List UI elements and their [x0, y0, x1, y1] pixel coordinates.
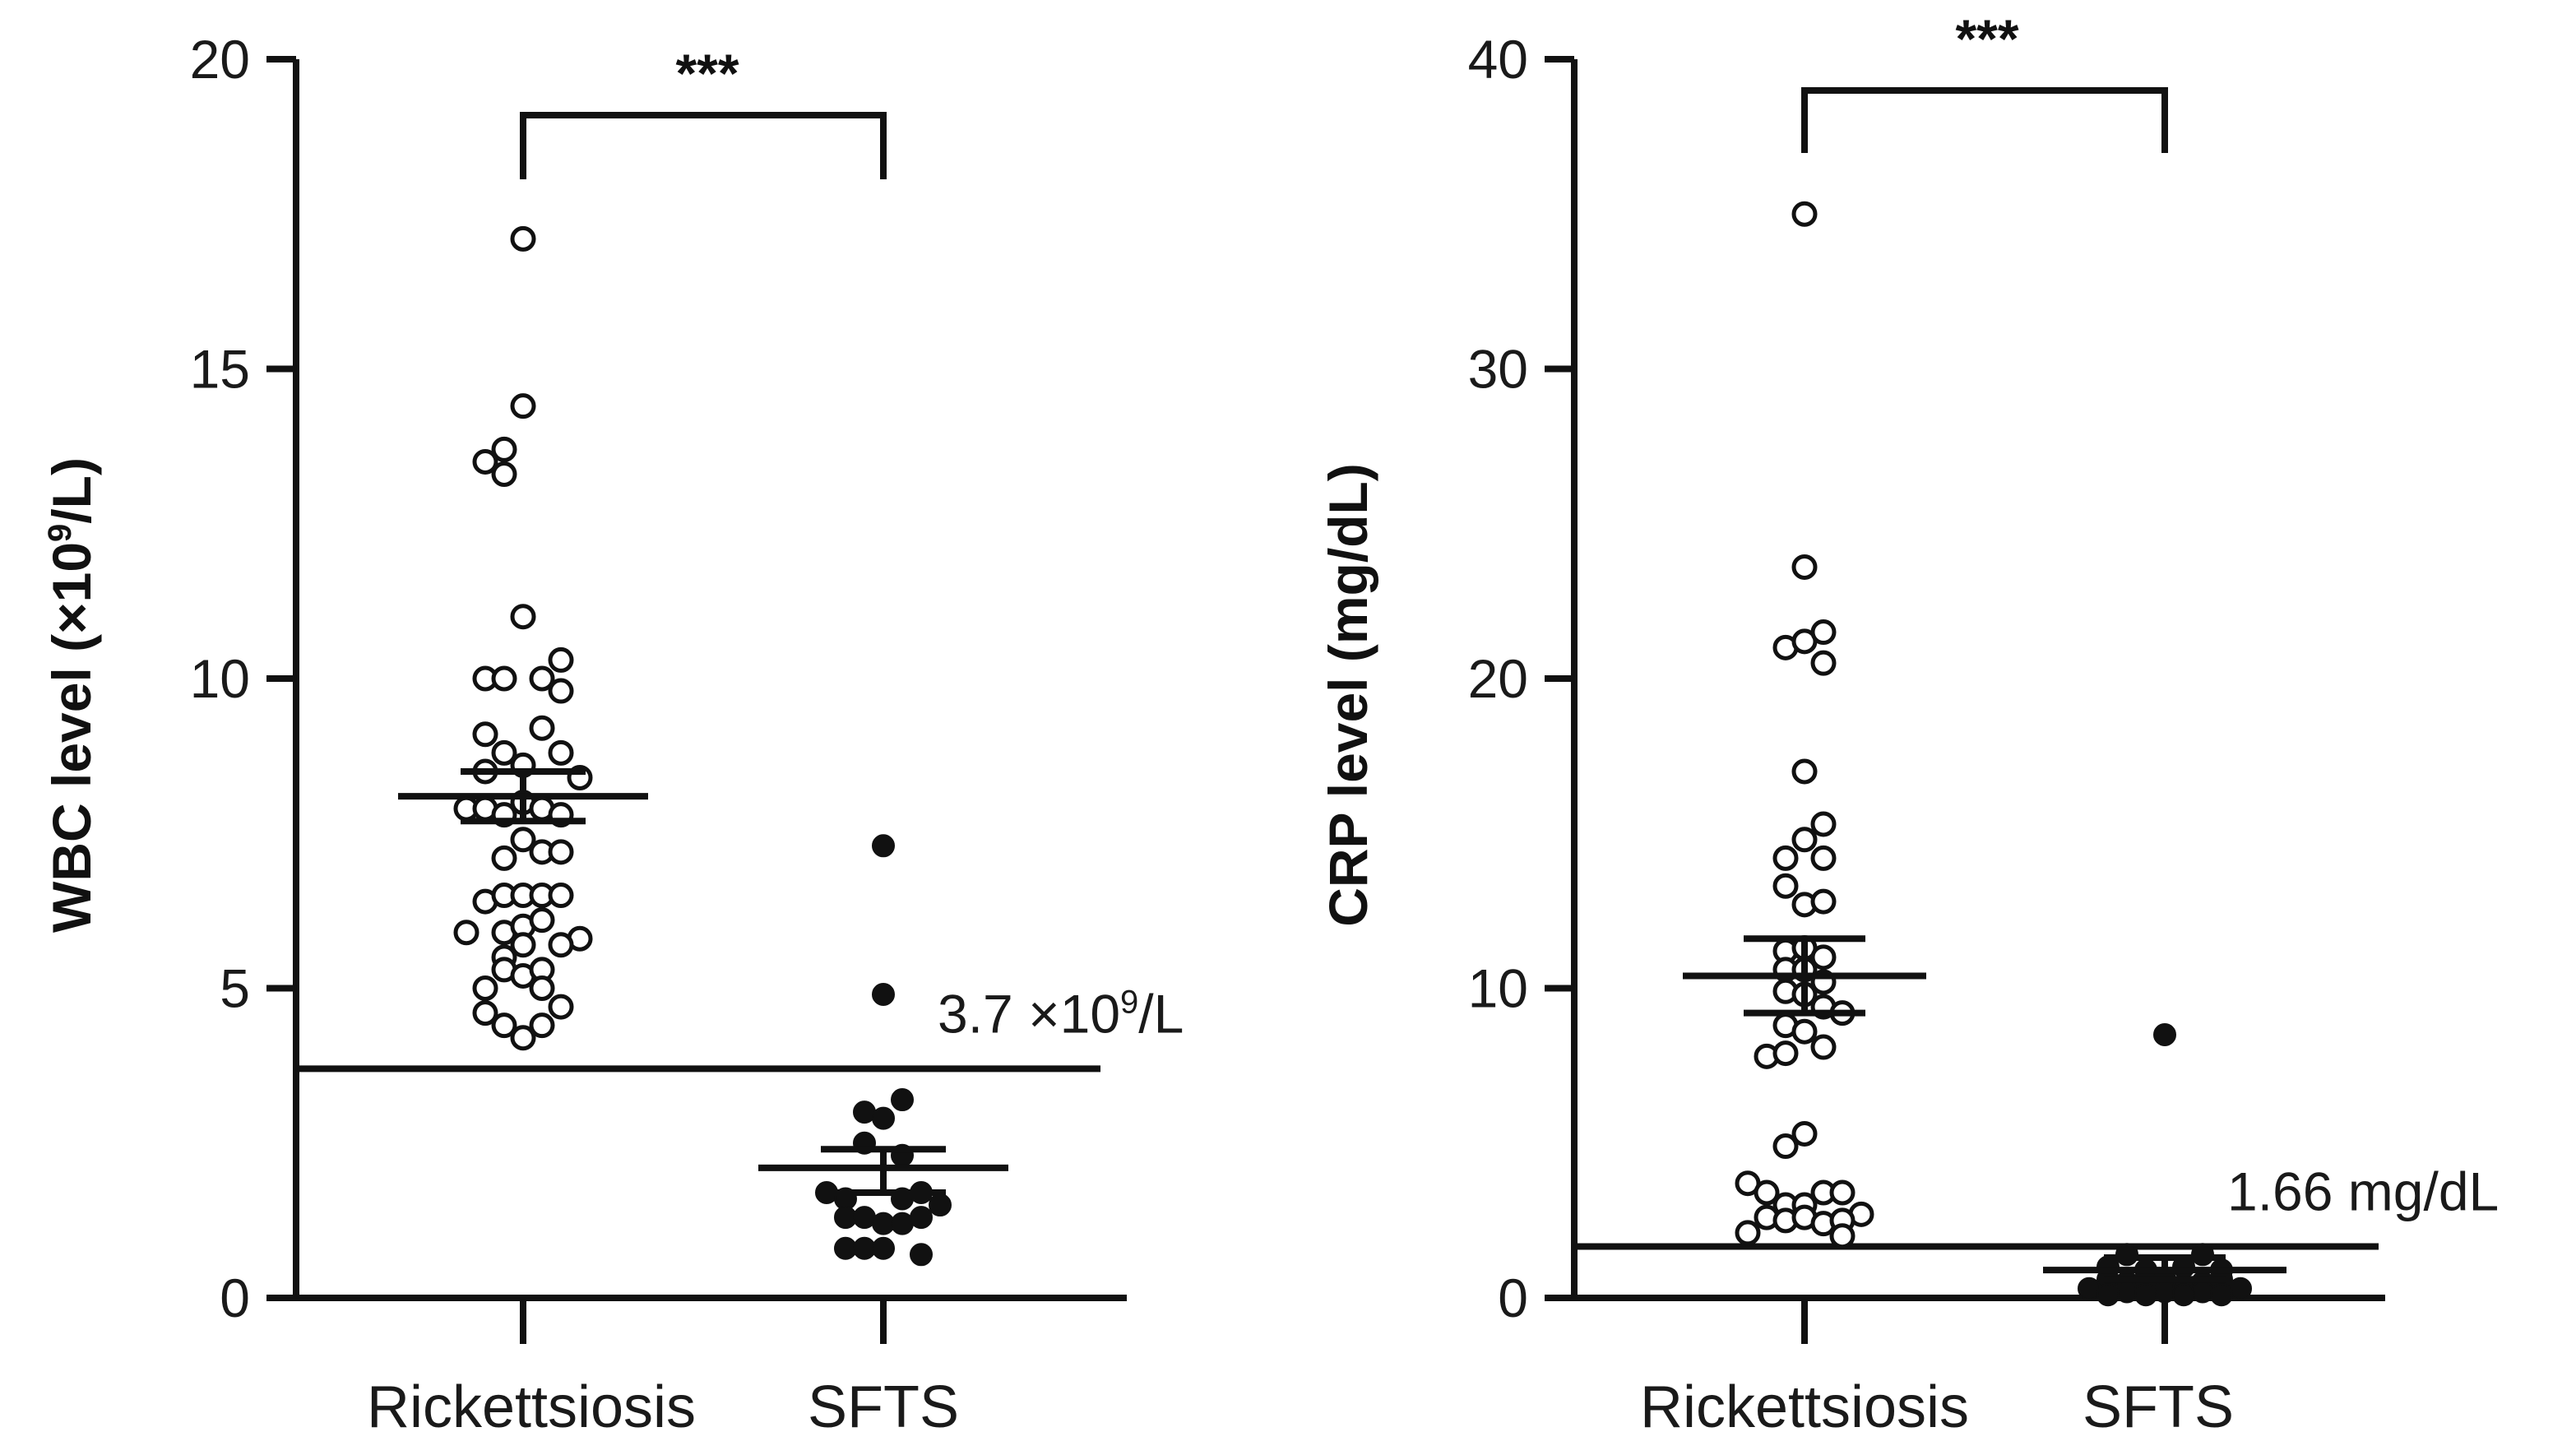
wbc-point-sfts — [872, 1106, 895, 1130]
crp-category-sfts: SFTS — [2083, 1374, 2234, 1440]
wbc-y-tick-label: 15 — [190, 339, 250, 400]
crp-point-rickettsiosis — [1791, 554, 1818, 580]
crp-point-sfts — [2134, 1283, 2157, 1307]
wbc-point-rickettsiosis — [491, 739, 517, 766]
wbc-point-rickettsiosis — [548, 932, 574, 958]
wbc-category-rickettsiosis: Rickettsiosis — [367, 1374, 696, 1440]
wbc-significance-bracket — [520, 112, 887, 179]
crp-y-tick-label: 30 — [1468, 339, 1528, 400]
crp-point-sfts — [2153, 1280, 2176, 1304]
wbc-point-rickettsiosis — [529, 975, 555, 1001]
wbc-point-rickettsiosis — [529, 665, 555, 692]
crp-point-sfts — [2191, 1280, 2214, 1304]
wbc-significance-label: *** — [675, 43, 739, 104]
crp-point-rickettsiosis — [1810, 1034, 1837, 1060]
crp-point-rickettsiosis — [1791, 758, 1818, 785]
crp-points — [1735, 201, 2252, 1307]
wbc-point-rickettsiosis — [529, 1012, 555, 1039]
crp-panel: CRP level (mg/dL) 0 10 20 30 40 Rickettsiosi… — [1318, 8, 2499, 1440]
wbc-point-rickettsiosis — [510, 1025, 536, 1051]
crp-point-rickettsiosis — [1810, 650, 1837, 676]
crp-point-rickettsiosis — [1810, 811, 1837, 837]
wbc-panel: WBC level (×109/L) 0 5 10 15 20 Rickettsiosi… — [41, 29, 1184, 1440]
wbc-point-rickettsiosis — [453, 920, 480, 946]
crp-significance-bracket — [1801, 87, 2168, 153]
crp-y-tick-label: 20 — [1468, 648, 1528, 709]
wbc-point-rickettsiosis — [548, 646, 574, 673]
crp-point-rickettsiosis — [1772, 873, 1799, 899]
crp-reference-label: 1.66 mg/dL — [2227, 1161, 2499, 1222]
wbc-point-sfts — [910, 1243, 933, 1267]
wbc-point-rickettsiosis — [472, 1000, 498, 1026]
crp-category-rickettsiosis: Rickettsiosis — [1640, 1374, 1969, 1440]
wbc-point-sfts — [872, 1236, 895, 1260]
wbc-y-tick-label: 20 — [190, 29, 250, 90]
wbc-point-rickettsiosis — [529, 907, 555, 934]
wbc-y-tick-label: 10 — [190, 648, 250, 709]
wbc-y-tick-label: 0 — [220, 1267, 250, 1328]
crp-point-rickettsiosis — [1772, 845, 1799, 871]
wbc-y-axis-title: WBC level (×109/L) — [41, 457, 102, 933]
crp-point-rickettsiosis — [1829, 1179, 1856, 1206]
crp-y-tick-label: 40 — [1468, 29, 1528, 90]
crp-point-rickettsiosis — [1772, 1040, 1799, 1067]
wbc-point-sfts — [910, 1206, 933, 1230]
wbc-point-rickettsiosis — [548, 839, 574, 865]
wbc-point-rickettsiosis — [548, 739, 574, 766]
wbc-point-rickettsiosis — [548, 678, 574, 704]
crp-point-rickettsiosis — [1772, 1133, 1799, 1160]
wbc-point-sfts — [872, 983, 895, 1007]
wbc-point-rickettsiosis — [472, 448, 498, 475]
crp-point-rickettsiosis — [1810, 845, 1837, 871]
crp-point-sfts — [2153, 1022, 2176, 1046]
crp-mean-sem — [1683, 935, 2286, 1283]
wbc-point-rickettsiosis — [491, 845, 517, 871]
wbc-point-rickettsiosis — [548, 994, 574, 1020]
crp-point-sfts — [2210, 1283, 2233, 1307]
crp-y-ticks: 0 10 20 30 40 — [1468, 29, 1574, 1328]
wbc-point-rickettsiosis — [472, 975, 498, 1001]
crp-point-sfts — [2172, 1283, 2195, 1307]
crp-y-axis-title: CRP level (mg/dL) — [1318, 463, 1378, 927]
crp-point-rickettsiosis — [1735, 1220, 1761, 1246]
wbc-y-ticks: 0 5 10 15 20 — [190, 29, 296, 1328]
crp-y-tick-label: 10 — [1468, 958, 1528, 1019]
crp-point-rickettsiosis — [1754, 1179, 1780, 1206]
wbc-category-sfts: SFTS — [808, 1374, 959, 1440]
wbc-point-rickettsiosis — [491, 665, 517, 692]
wbc-point-rickettsiosis — [510, 393, 536, 419]
wbc-point-rickettsiosis — [491, 461, 517, 488]
crp-point-rickettsiosis — [1810, 619, 1837, 646]
wbc-point-rickettsiosis — [510, 827, 536, 853]
wbc-point-rickettsiosis — [510, 225, 536, 252]
wbc-point-rickettsiosis — [491, 1012, 517, 1039]
wbc-mean-sem — [398, 767, 1008, 1196]
crp-point-rickettsiosis — [1829, 1223, 1856, 1249]
wbc-point-sfts — [929, 1193, 952, 1217]
wbc-point-rickettsiosis — [472, 721, 498, 748]
crp-point-rickettsiosis — [1791, 201, 1818, 227]
wbc-point-sfts — [872, 834, 895, 858]
wbc-point-rickettsiosis — [510, 604, 536, 630]
wbc-point-rickettsiosis — [491, 436, 517, 462]
crp-point-rickettsiosis — [1791, 827, 1818, 853]
crp-y-tick-label: 0 — [1498, 1267, 1528, 1328]
crp-point-sfts — [2096, 1283, 2120, 1307]
wbc-y-tick-label: 5 — [220, 958, 250, 1019]
wbc-points — [453, 225, 952, 1267]
wbc-point-sfts — [891, 1088, 914, 1112]
crp-point-sfts — [2115, 1280, 2138, 1304]
wbc-point-rickettsiosis — [548, 883, 574, 909]
crp-point-rickettsiosis — [1791, 1120, 1818, 1147]
crp-significance-label: *** — [1955, 8, 2018, 69]
crp-point-rickettsiosis — [1791, 1018, 1818, 1045]
crp-point-rickettsiosis — [1810, 944, 1837, 971]
wbc-point-rickettsiosis — [529, 715, 555, 741]
crp-point-rickettsiosis — [1810, 888, 1837, 915]
wbc-reference-label: 3.7 ×109/L — [938, 983, 1184, 1044]
wbc-point-rickettsiosis — [510, 932, 536, 958]
